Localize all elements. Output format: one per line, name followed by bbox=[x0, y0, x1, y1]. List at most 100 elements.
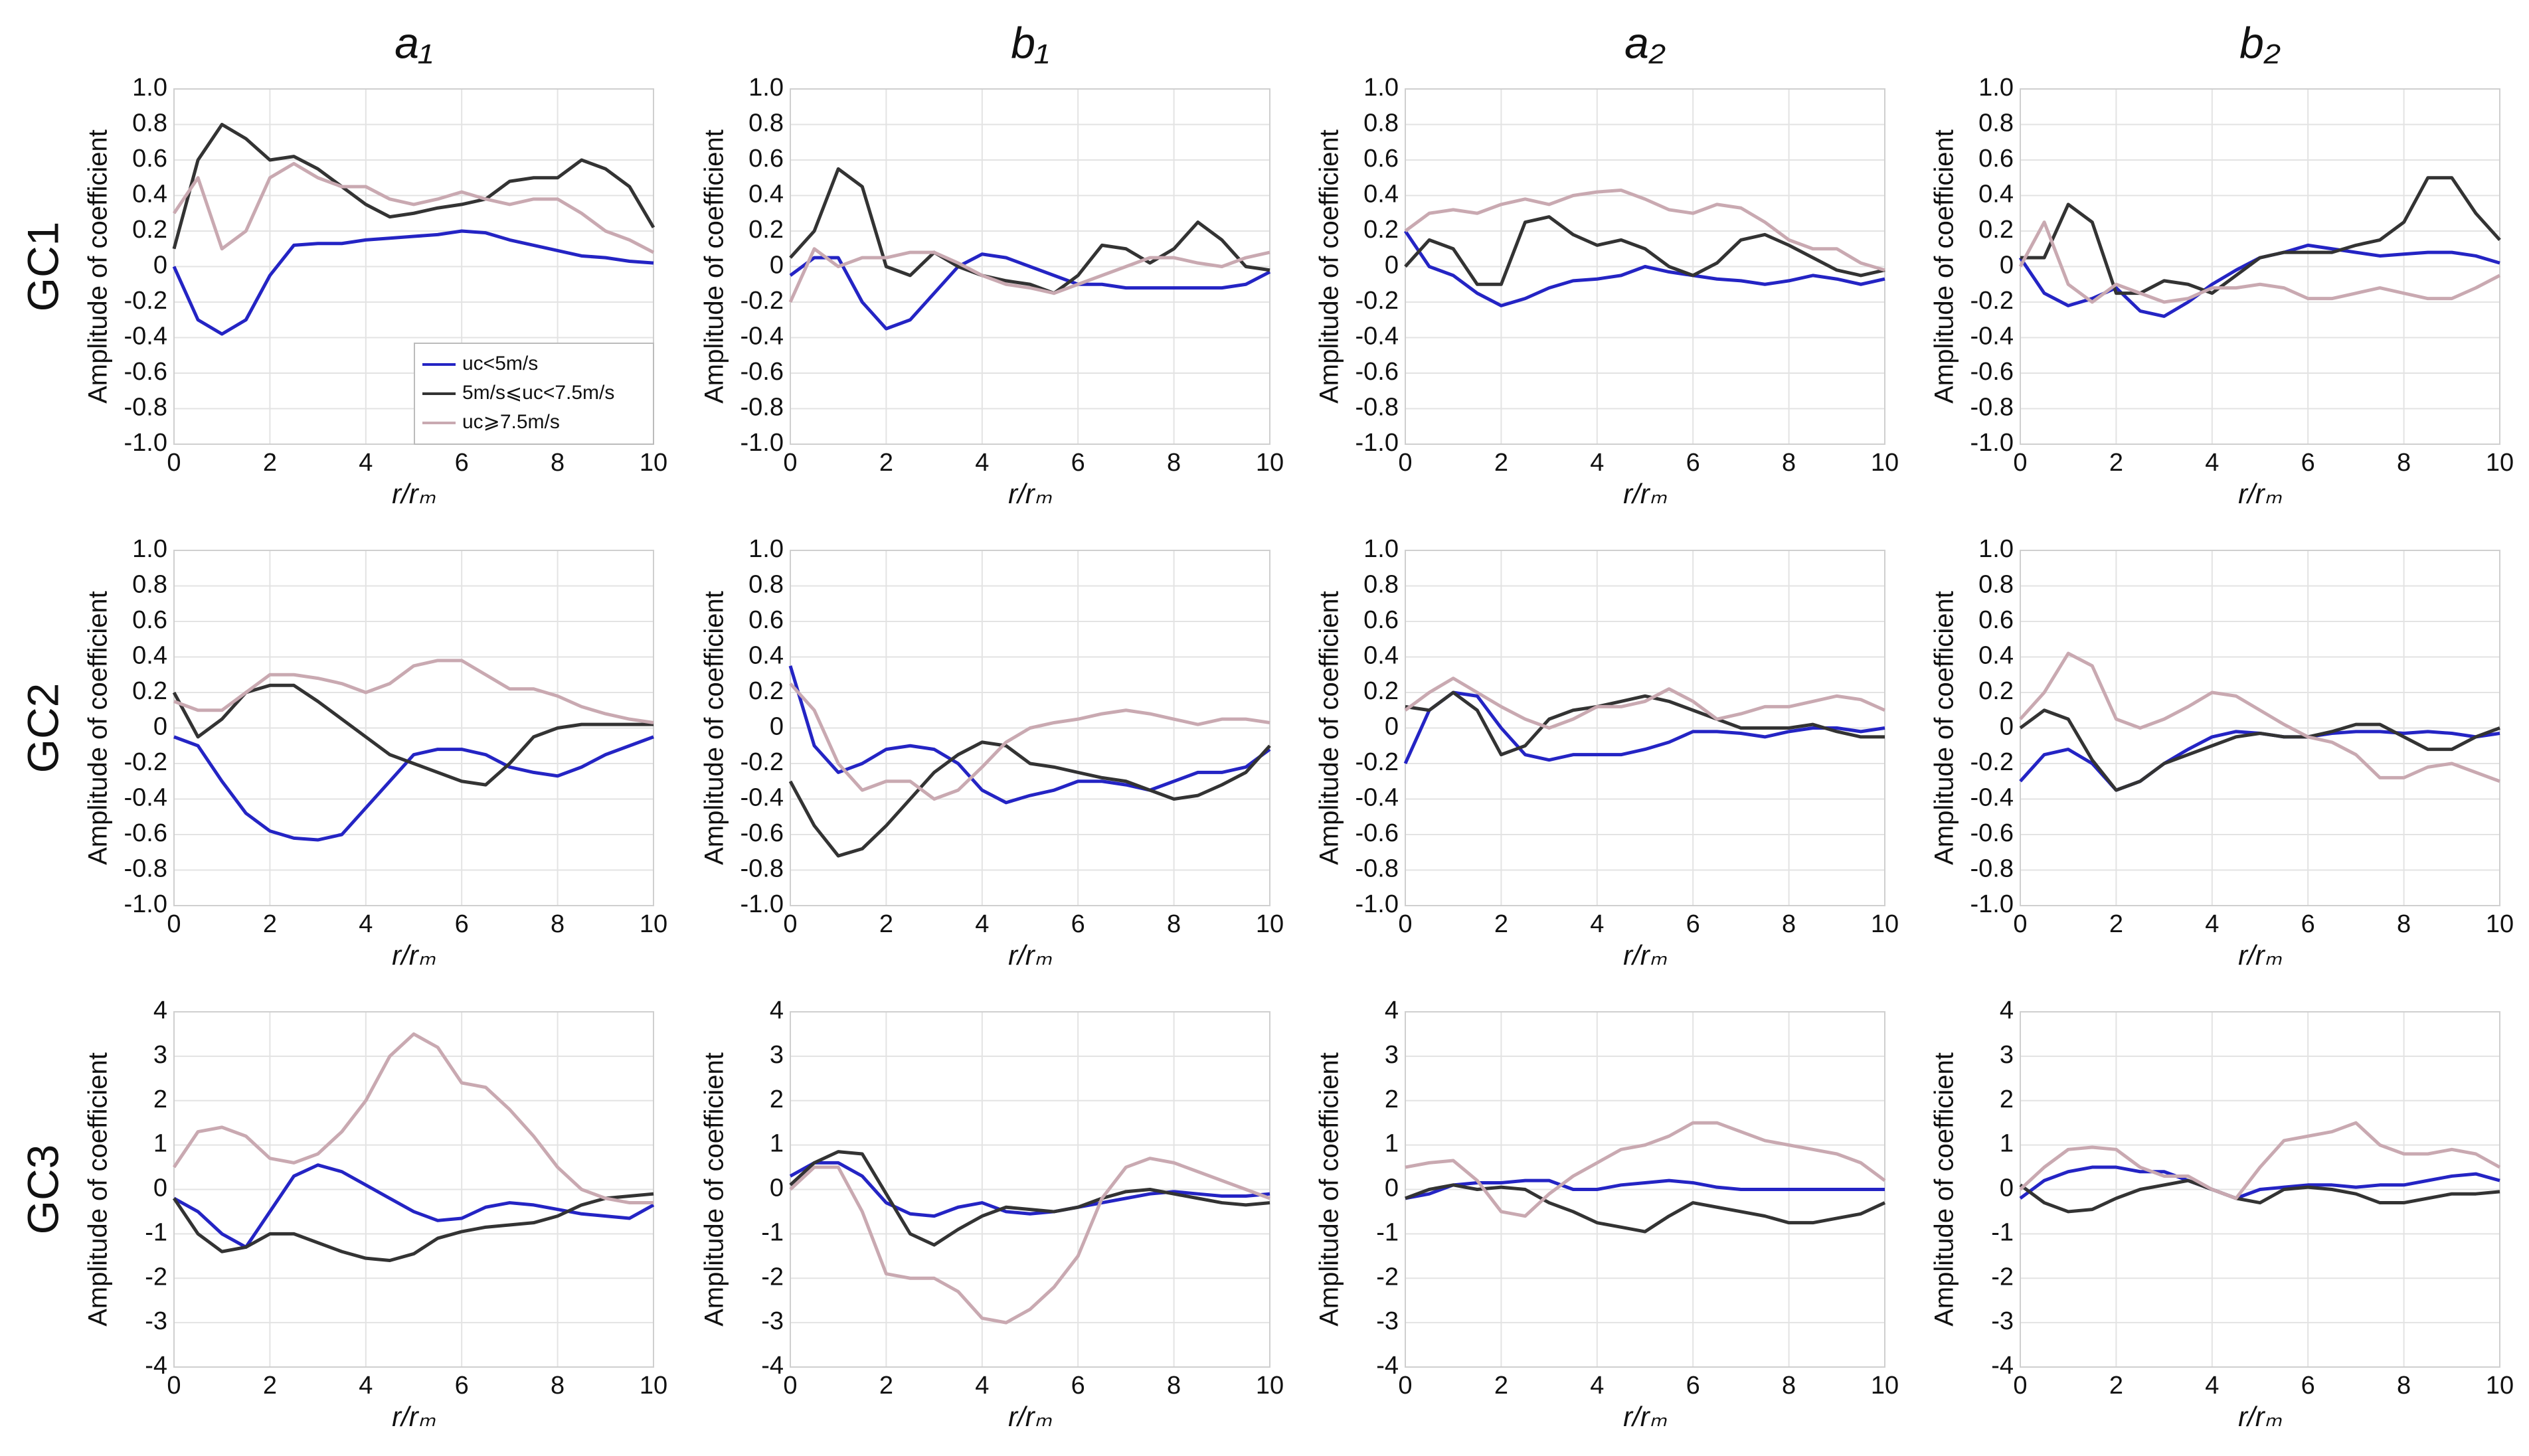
series-line bbox=[1404, 188, 1885, 272]
y-tick-label: -0.6 bbox=[1970, 819, 2014, 847]
y-tick-label: -0.2 bbox=[1355, 748, 1399, 776]
series-line bbox=[788, 740, 1271, 858]
series-line bbox=[2019, 651, 2500, 783]
y-tick-label: 0.6 bbox=[1978, 606, 2014, 634]
y-tick-label: -0.6 bbox=[1970, 358, 2014, 386]
x-tick-label: 2 bbox=[879, 910, 893, 938]
x-tick-label: 0 bbox=[783, 1372, 797, 1400]
x-tick-label: 2 bbox=[1494, 1372, 1508, 1400]
x-tick-label: 2 bbox=[263, 449, 277, 477]
x-tick-label: 8 bbox=[551, 910, 565, 938]
y-tick-label: -4 bbox=[1376, 1352, 1399, 1380]
x-axis-label: r/rₘ bbox=[1008, 1401, 1053, 1432]
y-axis-label: Amplitude of coefficient bbox=[84, 129, 113, 404]
y-tick-label: 1.0 bbox=[132, 74, 167, 102]
series-line bbox=[2019, 708, 2500, 792]
series-line bbox=[789, 1157, 1270, 1325]
y-tick-label: -0.4 bbox=[741, 784, 784, 812]
x-tick-label: 10 bbox=[1256, 449, 1284, 477]
legend-label: 5m/s⩽uc<7.5m/s bbox=[462, 382, 614, 404]
x-tick-label: 10 bbox=[1871, 449, 1899, 477]
y-tick-label: 2 bbox=[153, 1086, 167, 1113]
x-tick-label: 8 bbox=[2397, 910, 2411, 938]
legend-label: uc<5m/s bbox=[462, 353, 538, 374]
series-line bbox=[172, 161, 655, 254]
x-axis-label: r/rₘ bbox=[392, 939, 436, 971]
x-tick-label: 6 bbox=[2301, 449, 2315, 477]
x-tick-label: 0 bbox=[783, 910, 797, 938]
series-line bbox=[789, 1150, 1270, 1247]
x-tick-label: 10 bbox=[2486, 910, 2514, 938]
y-tick-label: 0.2 bbox=[1363, 677, 1399, 705]
y-tick-label: 2 bbox=[1385, 1086, 1399, 1113]
x-tick-label: 8 bbox=[1167, 910, 1181, 938]
y-tick-label: 4 bbox=[153, 997, 167, 1024]
y-tick-label: 0 bbox=[1385, 252, 1399, 280]
series-line bbox=[2018, 220, 2501, 304]
column-title: b₂ bbox=[2239, 18, 2281, 67]
y-tick-label: -0.2 bbox=[124, 748, 167, 776]
y-tick-label: 0.2 bbox=[132, 677, 167, 705]
x-tick-label: 4 bbox=[1590, 910, 1604, 938]
y-tick-label: 0.4 bbox=[1978, 181, 2014, 208]
x-tick-label: 4 bbox=[975, 449, 989, 477]
x-tick-label: 4 bbox=[975, 910, 989, 938]
y-tick-label: 1.0 bbox=[1363, 535, 1399, 563]
x-tick-label: 8 bbox=[2397, 1372, 2411, 1400]
x-tick-label: 8 bbox=[551, 449, 565, 477]
y-tick-label: -0.8 bbox=[1355, 855, 1399, 883]
y-tick-label: -1 bbox=[761, 1218, 784, 1246]
series-line bbox=[173, 659, 654, 724]
y-tick-label: -0.4 bbox=[1970, 784, 2014, 812]
x-tick-label: 10 bbox=[1871, 910, 1899, 938]
x-tick-label: 6 bbox=[1071, 910, 1085, 938]
y-tick-label: 4 bbox=[2000, 997, 2014, 1024]
y-tick-label: 0.4 bbox=[1363, 181, 1399, 208]
x-tick-label: 8 bbox=[1167, 1372, 1181, 1400]
x-tick-label: 4 bbox=[2205, 1372, 2219, 1400]
series-line bbox=[173, 735, 654, 842]
y-tick-label: 1.0 bbox=[1363, 74, 1399, 102]
x-tick-label: 2 bbox=[879, 1372, 893, 1400]
x-tick-label: 2 bbox=[1494, 449, 1508, 477]
y-tick-label: 0.4 bbox=[1363, 642, 1399, 670]
y-tick-label: -0.2 bbox=[1970, 287, 2014, 315]
y-tick-label: 0.2 bbox=[748, 677, 784, 705]
x-tick-label: 0 bbox=[167, 449, 181, 477]
x-tick-label: 4 bbox=[2205, 910, 2219, 938]
x-tick-label: 0 bbox=[1398, 910, 1412, 938]
x-tick-label: 8 bbox=[1782, 1372, 1796, 1400]
x-tick-label: 8 bbox=[1782, 910, 1796, 938]
x-tick-label: 8 bbox=[1782, 449, 1796, 477]
y-tick-label: 0 bbox=[2000, 1174, 2014, 1202]
series-line bbox=[1403, 230, 1885, 307]
x-axis-label: r/rₘ bbox=[392, 478, 436, 509]
series-line bbox=[173, 1163, 655, 1249]
y-tick-label: -4 bbox=[761, 1352, 784, 1380]
y-tick-label: 0 bbox=[153, 252, 167, 280]
x-tick-label: 2 bbox=[2109, 1372, 2123, 1400]
x-tick-label: 10 bbox=[1256, 1372, 1284, 1400]
y-tick-label: 0 bbox=[770, 252, 784, 280]
y-axis-label: Amplitude of coefficient bbox=[700, 591, 729, 865]
x-tick-label: 2 bbox=[879, 449, 893, 477]
x-tick-label: 0 bbox=[167, 910, 181, 938]
column-title: b₁ bbox=[1011, 18, 1049, 67]
y-tick-label: -0.4 bbox=[1355, 323, 1399, 351]
y-tick-label: -0.8 bbox=[741, 394, 784, 422]
y-tick-label: -0.6 bbox=[741, 358, 784, 386]
series-line bbox=[1405, 690, 1885, 757]
y-tick-label: 0.8 bbox=[1363, 571, 1399, 599]
y-tick-label: 2 bbox=[770, 1086, 784, 1113]
series-line bbox=[788, 247, 1270, 303]
y-tick-label: -2 bbox=[1376, 1263, 1399, 1291]
y-axis-label: Amplitude of coefficient bbox=[700, 129, 729, 404]
y-tick-label: -2 bbox=[761, 1263, 784, 1291]
x-tick-label: 0 bbox=[783, 449, 797, 477]
y-tick-label: -1.0 bbox=[741, 429, 784, 457]
y-tick-label: 1 bbox=[2000, 1130, 2014, 1158]
x-tick-label: 4 bbox=[975, 1372, 989, 1400]
row-title: GC3 bbox=[18, 1145, 67, 1235]
y-tick-label: 1.0 bbox=[748, 74, 784, 102]
x-axis-label: r/rₘ bbox=[2238, 939, 2283, 971]
